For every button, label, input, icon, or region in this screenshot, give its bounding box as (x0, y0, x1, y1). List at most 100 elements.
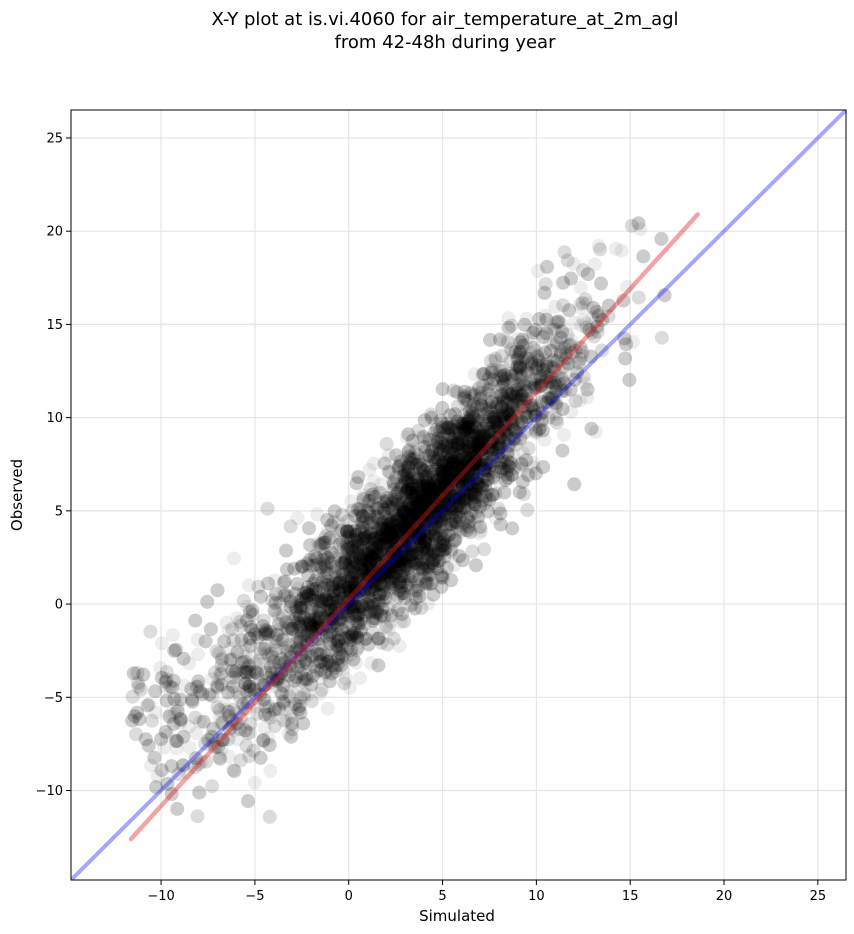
scatter-point (374, 578, 389, 593)
scatter-point (509, 406, 524, 421)
scatter-point (261, 731, 276, 746)
scatter-point (367, 520, 382, 535)
scatter-point (190, 632, 205, 647)
scatter-point (319, 572, 334, 587)
scatter-point (458, 460, 473, 474)
scatter-point (410, 549, 425, 564)
scatter-point (257, 682, 272, 696)
scatter-point (501, 414, 515, 429)
scatter-point (331, 602, 346, 616)
scatter-point (272, 673, 287, 688)
scatter-point (485, 405, 500, 420)
scatter-point (515, 427, 530, 442)
scatter-point (533, 370, 548, 385)
scatter-point (443, 475, 458, 490)
scatter-point (387, 568, 402, 583)
scatter-point (316, 580, 331, 595)
scatter-point (588, 424, 603, 439)
scatter-point (358, 555, 373, 570)
scatter-point (473, 488, 488, 503)
scatter-point (347, 552, 362, 566)
scatter-point (510, 408, 525, 423)
scatter-point (342, 538, 357, 553)
scatter-point (558, 351, 573, 366)
scatter-point (300, 687, 315, 702)
scatter-point (456, 472, 471, 487)
scatter-point (312, 601, 327, 616)
scatter-point (290, 511, 305, 525)
scatter-point (452, 418, 466, 433)
scatter-point (403, 503, 418, 518)
scatter-point (452, 473, 467, 488)
scatter-point (361, 547, 376, 562)
scatter-point (300, 642, 314, 657)
scatter-point (367, 561, 382, 575)
scatter-point (444, 474, 459, 489)
scatter-point (428, 487, 443, 502)
scatter-point (515, 377, 530, 392)
scatter-point (516, 375, 531, 390)
scatter-point (585, 310, 600, 325)
scatter-point (633, 222, 648, 237)
scatter-point (409, 572, 424, 587)
scatter-point (456, 421, 471, 435)
scatter-point (534, 347, 548, 362)
scatter-point (543, 335, 557, 350)
scatter-point (344, 494, 359, 509)
scatter-point (438, 482, 453, 497)
scatter-point (383, 502, 398, 517)
scatter-point (346, 624, 361, 639)
scatter-point (461, 474, 476, 489)
scatter-point (443, 487, 458, 502)
scatter-point (175, 758, 190, 773)
scatter-point (446, 453, 461, 468)
scatter-point (474, 389, 489, 404)
scatter-point (401, 459, 416, 474)
scatter-point (434, 485, 449, 500)
scatter-point (382, 553, 397, 568)
scatter-point (398, 537, 413, 551)
scatter-point (399, 527, 414, 542)
scatter-point (472, 414, 487, 429)
scatter-point (393, 576, 408, 591)
chart-title-line-2: from 42-48h during year (335, 32, 557, 53)
scatter-point (441, 474, 456, 489)
scatter-point (334, 563, 349, 578)
scatter-point (404, 473, 419, 488)
scatter-point (323, 639, 338, 654)
scatter-point (177, 678, 192, 693)
scatter-point (513, 362, 528, 377)
scatter-point (317, 593, 332, 608)
scatter-point (374, 543, 389, 557)
scatter-point (311, 605, 326, 620)
scatter-point (269, 663, 284, 678)
scatter-point (238, 637, 253, 652)
scatter-point (475, 454, 490, 469)
scatter-point (433, 512, 448, 527)
scatter-point (493, 476, 508, 491)
scatter-point (415, 557, 430, 572)
scatter-point (506, 432, 521, 447)
scatter-point (365, 551, 380, 566)
scatter-point (427, 454, 442, 469)
scatter-point (481, 388, 496, 403)
scatter-point (441, 499, 456, 514)
scatter-point (423, 509, 438, 524)
scatter-point (419, 555, 434, 569)
scatter-point (372, 542, 387, 557)
scatter-point (580, 296, 595, 311)
scatter-point (307, 612, 321, 626)
scatter-point (384, 614, 398, 629)
scatter-point (376, 579, 391, 594)
scatter-point (212, 750, 227, 765)
scatter-point (455, 443, 470, 458)
scatter-point (346, 582, 361, 597)
scatter-point (390, 519, 405, 533)
scatter-point (261, 649, 276, 664)
scatter-point (336, 604, 351, 619)
scatter-point (459, 445, 474, 459)
scatter-point (389, 518, 404, 533)
scatter-point (382, 528, 397, 543)
scatter-point (339, 629, 354, 644)
scatter-point (439, 460, 454, 474)
